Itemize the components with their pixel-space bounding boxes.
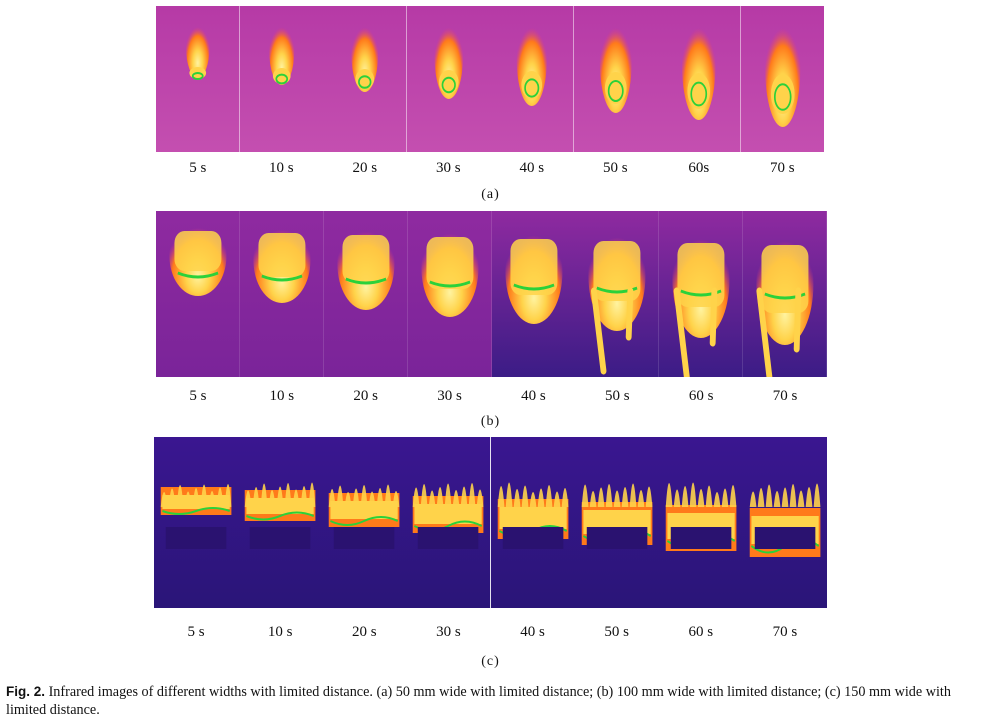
- panel-a-sublabel: (a): [481, 187, 500, 202]
- time-label: 30 s: [436, 624, 461, 640]
- time-label: 50 s: [605, 388, 630, 404]
- time-label: 70 s: [772, 624, 798, 640]
- thermal-frame: [574, 437, 659, 608]
- time-label: 20 s: [352, 624, 377, 640]
- panel-c-image-strip: [154, 437, 827, 608]
- thermal-frame: [657, 6, 741, 152]
- time-label: 60 s: [688, 388, 714, 404]
- time-label: 5 s: [189, 388, 207, 404]
- thermal-frame: [490, 6, 574, 152]
- thermal-frame: [407, 211, 492, 377]
- time-label: 30 s: [435, 160, 461, 176]
- panel-b-sublabel: (b): [480, 414, 501, 429]
- thermal-frame: [659, 211, 744, 377]
- time-label: 30 s: [437, 388, 462, 404]
- thermal-frame: [742, 437, 827, 608]
- panel-c-time-labels: 5 s 10 s 20 s 30 s 40 s 50 s 60 s 70 s: [154, 624, 827, 641]
- panel-c-sublabel: (c): [481, 654, 500, 669]
- thermal-frame: [239, 211, 324, 377]
- thermal-frame: [156, 6, 240, 152]
- time-label: 70 s: [772, 388, 798, 404]
- time-label: 50 s: [604, 624, 629, 640]
- thermal-frame: [323, 211, 408, 377]
- thermal-frame: [156, 211, 240, 377]
- thermal-frame: [491, 211, 576, 377]
- time-label: 10 s: [268, 160, 294, 176]
- time-label: 60s: [688, 160, 710, 176]
- thermal-frame: [406, 6, 490, 152]
- time-label: 70 s: [769, 160, 795, 176]
- time-label: 40 s: [520, 624, 545, 640]
- time-label: 5 s: [187, 624, 205, 640]
- thermal-frame: [406, 437, 491, 608]
- thermal-frame: [573, 6, 657, 152]
- panel-a-image-strip: [156, 6, 824, 152]
- time-label: 60 s: [688, 624, 714, 640]
- panel-a-time-labels: 5 s 10 s 20 s 30 s 40 s 50 s 60s 70 s: [156, 160, 824, 177]
- thermal-frame: [740, 6, 824, 152]
- thermal-frame: [238, 437, 323, 608]
- thermal-frame: [658, 437, 743, 608]
- thermal-frame: [575, 211, 660, 377]
- figure-caption-label: Fig. 2.: [6, 684, 46, 699]
- thermal-frame: [743, 211, 827, 377]
- thermal-frame: [322, 437, 407, 608]
- time-label: 20 s: [352, 160, 378, 176]
- thermal-frame: [154, 437, 239, 608]
- time-label: 10 s: [267, 624, 293, 640]
- time-label: 10 s: [269, 388, 295, 404]
- thermal-frame: [323, 6, 407, 152]
- time-label: 5 s: [189, 160, 207, 176]
- panel-b-time-labels: 5 s 10 s 20 s 30 s 40 s 50 s 60 s 70 s: [156, 388, 827, 405]
- thermal-frame: [239, 6, 323, 152]
- time-label: 20 s: [353, 388, 378, 404]
- panel-b-image-strip: [156, 211, 827, 377]
- figure-caption-text: Infrared images of different widths with…: [6, 684, 951, 718]
- figure-caption: Fig. 2. Infrared images of different wid…: [6, 683, 978, 719]
- time-label: 40 s: [521, 388, 546, 404]
- thermal-frame: [490, 437, 575, 608]
- time-label: 50 s: [602, 160, 628, 176]
- time-label: 40 s: [519, 160, 545, 176]
